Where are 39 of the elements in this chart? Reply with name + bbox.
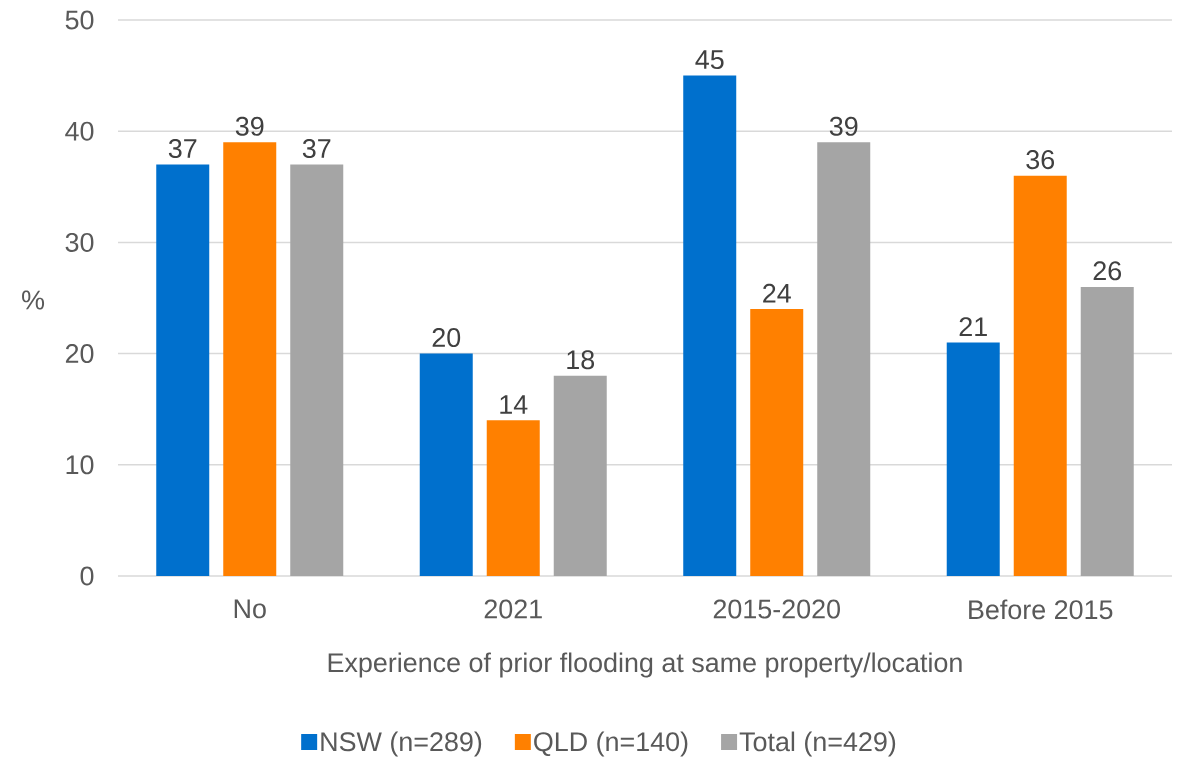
y-tick-label: 20	[65, 344, 94, 364]
y-tick-label: 10	[66, 455, 94, 475]
x-tick-label: Before 2015	[969, 599, 1113, 620]
data-label: 20	[432, 328, 461, 348]
y-tick-label: 40	[65, 121, 94, 141]
bar	[156, 164, 210, 576]
bar	[817, 142, 871, 576]
x-tick-label: 2021	[484, 599, 542, 619]
data-label: 37	[302, 138, 331, 159]
y-tick-label: 50	[65, 10, 94, 30]
data-label: 18	[567, 350, 595, 370]
data-label: 24	[763, 283, 791, 303]
bar	[553, 375, 607, 576]
bar	[1013, 175, 1067, 576]
data-label: 45	[695, 50, 724, 70]
bar	[486, 420, 540, 576]
legend-label: Total (n=429)	[739, 731, 896, 757]
bar	[1080, 286, 1134, 576]
bar	[223, 142, 277, 576]
y-tick-label: 30	[65, 232, 94, 252]
bar	[750, 309, 804, 576]
data-label: 39	[235, 116, 264, 136]
data-label: 14	[500, 395, 528, 414]
bar	[290, 164, 344, 576]
data-label: 26	[1093, 261, 1122, 281]
x-axis-title: Experience of prior flooding at same property/location	[328, 652, 962, 678]
bar	[419, 353, 473, 576]
bar	[683, 75, 737, 576]
data-label: 39	[829, 116, 858, 136]
y-tick-label: 0	[80, 566, 94, 586]
data-label: 36	[1026, 150, 1055, 170]
data-label: 37	[168, 138, 197, 159]
x-tick-label: 2015-2020	[713, 599, 840, 619]
legend-label: NSW (n=289)	[321, 731, 482, 757]
y-axis-title: %	[22, 290, 45, 310]
bar	[946, 342, 1000, 576]
x-tick-label: No	[234, 599, 266, 619]
data-label: 21	[959, 317, 987, 336]
legend-label: QLD (n=140)	[534, 731, 688, 757]
